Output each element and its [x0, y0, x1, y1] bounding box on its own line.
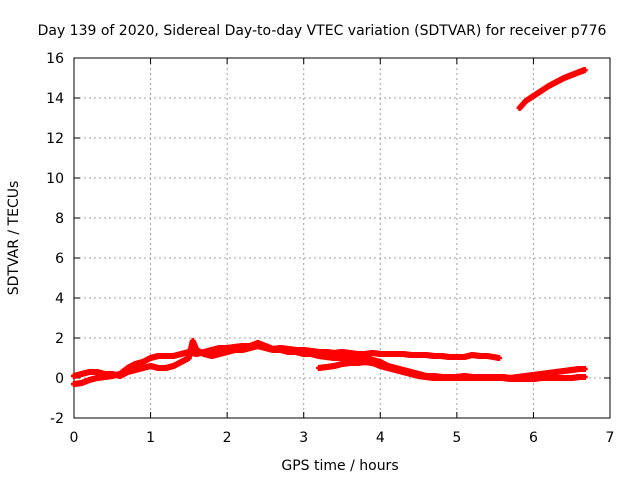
data-point: [495, 355, 502, 361]
x-axis-label: GPS time / hours: [281, 458, 398, 474]
y-tick-label: 4: [55, 291, 64, 307]
data-point: [581, 374, 588, 380]
data-points: [71, 67, 588, 387]
x-tick-label: 6: [529, 430, 538, 446]
data-point: [581, 67, 588, 73]
x-tick-label: 4: [376, 430, 385, 446]
y-tick-label: 16: [46, 51, 64, 67]
y-tick-label: 0: [55, 371, 64, 387]
plot-frame: [73, 57, 611, 419]
y-axis-label: SDTVAR / TECUs: [6, 181, 22, 296]
series-0: [516, 67, 588, 111]
x-tick-label: 0: [70, 430, 79, 446]
data-point: [581, 366, 588, 372]
y-tick-label: 10: [46, 171, 64, 187]
y-tick-label: 6: [55, 251, 64, 267]
x-tick-label: 7: [606, 430, 615, 446]
y-tick-label: 2: [55, 331, 64, 347]
y-tick-label: 14: [46, 91, 64, 107]
y-tick-label: 8: [55, 211, 64, 227]
x-tick-label: 5: [452, 430, 461, 446]
series-3: [316, 359, 588, 382]
chart-title: Day 139 of 2020, Sidereal Day-to-day VTE…: [38, 23, 607, 39]
y-tick-label: 12: [46, 131, 64, 147]
x-tick-label: 1: [146, 430, 155, 446]
x-tick-label: 3: [299, 430, 308, 446]
y-tick-label: -2: [50, 411, 64, 427]
x-tick-label: 2: [223, 430, 232, 446]
